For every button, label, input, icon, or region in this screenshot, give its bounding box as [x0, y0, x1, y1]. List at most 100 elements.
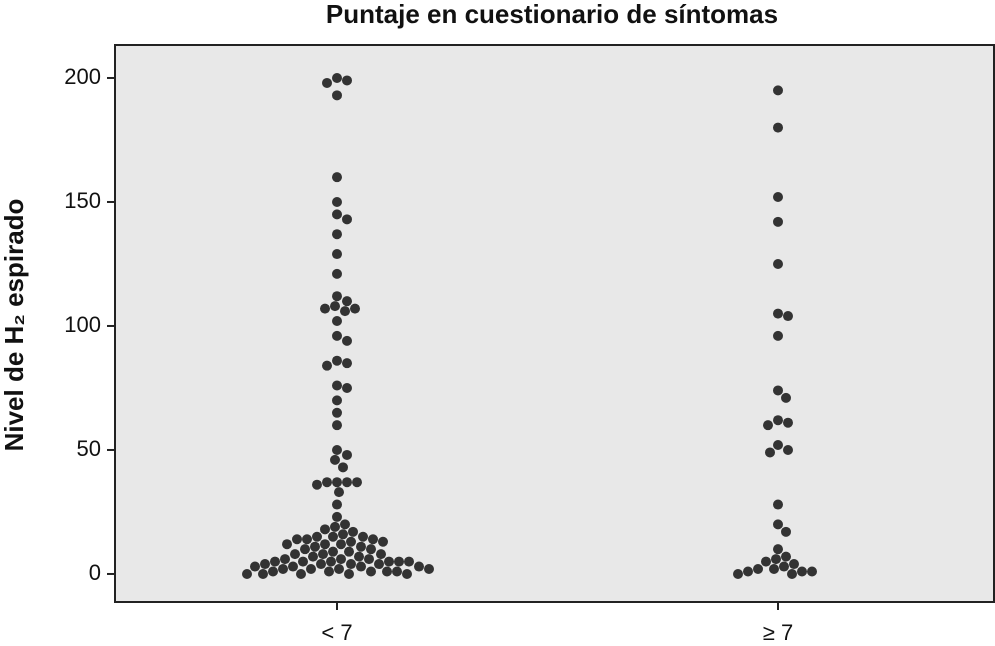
dot	[242, 568, 252, 579]
dot	[332, 477, 342, 488]
y-axis-label: Nivel de H₂ espirado	[0, 199, 29, 452]
y-tick-label: 200	[64, 64, 101, 89]
dot	[765, 447, 775, 458]
dot	[278, 564, 288, 575]
dot	[783, 311, 793, 322]
dot	[320, 539, 330, 550]
dot	[384, 556, 394, 567]
dot	[318, 549, 328, 560]
dot	[773, 499, 783, 510]
dot	[320, 303, 330, 314]
dot	[350, 303, 360, 314]
dot	[336, 554, 346, 565]
dot	[773, 415, 783, 426]
dot	[332, 229, 342, 240]
dot	[312, 479, 322, 490]
dot	[326, 556, 336, 567]
dot	[366, 544, 376, 555]
dot	[358, 531, 368, 542]
dot	[332, 380, 342, 391]
dot	[773, 385, 783, 396]
dot	[332, 355, 342, 366]
dot	[789, 559, 799, 570]
dot	[378, 536, 388, 547]
dot	[332, 330, 342, 341]
dot	[807, 566, 817, 577]
dot	[332, 196, 342, 207]
dot	[280, 554, 290, 565]
dot	[328, 546, 338, 557]
dot	[342, 75, 352, 86]
y-tick-label: 0	[89, 560, 101, 585]
dot	[322, 477, 332, 488]
dot	[376, 549, 386, 560]
dot	[368, 534, 378, 545]
y-tick-label: 150	[64, 188, 101, 213]
dot	[352, 477, 362, 488]
dot	[344, 568, 354, 579]
dot	[324, 566, 334, 577]
dot	[344, 546, 354, 557]
dot	[316, 559, 326, 570]
dot	[364, 554, 374, 565]
dot	[334, 487, 344, 498]
dot	[338, 529, 348, 540]
dot	[332, 172, 342, 183]
x-tick-label: ≥ 7	[763, 620, 793, 645]
x-tick-label: < 7	[321, 620, 352, 645]
dot	[773, 519, 783, 530]
dot	[773, 85, 783, 96]
dot	[332, 444, 342, 455]
dot	[743, 566, 753, 577]
dot	[781, 551, 791, 562]
y-tick-label: 100	[64, 312, 101, 337]
dot	[346, 559, 356, 570]
dot	[733, 568, 743, 579]
dot	[320, 524, 330, 535]
dot	[332, 316, 342, 327]
dot	[783, 417, 793, 428]
dot	[330, 301, 340, 312]
dot	[348, 526, 358, 537]
dot	[282, 539, 292, 550]
dot	[342, 382, 352, 393]
dot	[342, 335, 352, 346]
dot	[322, 360, 332, 371]
dot	[302, 534, 312, 545]
dot	[781, 526, 791, 537]
dot	[268, 566, 278, 577]
plot-area	[114, 44, 995, 603]
dot	[773, 192, 783, 203]
dot	[336, 539, 346, 550]
dot	[312, 531, 322, 542]
dot	[771, 554, 781, 565]
dot	[354, 551, 364, 562]
dot	[270, 556, 280, 567]
dot	[332, 395, 342, 406]
dot	[342, 214, 352, 225]
dot	[366, 566, 376, 577]
dot	[292, 534, 302, 545]
dot	[308, 551, 318, 562]
dot	[334, 564, 344, 575]
dot	[773, 544, 783, 555]
dot	[340, 306, 350, 317]
dot	[773, 258, 783, 269]
dot	[332, 511, 342, 522]
dot	[753, 564, 763, 575]
dot	[779, 561, 789, 572]
dot	[338, 462, 348, 473]
dot	[763, 420, 773, 431]
dot	[402, 568, 412, 579]
dot	[342, 358, 352, 369]
dot	[296, 568, 306, 579]
dot	[332, 209, 342, 220]
dot	[394, 556, 404, 567]
dot	[773, 308, 783, 319]
dot	[773, 122, 783, 133]
dot	[769, 564, 779, 575]
dot	[342, 296, 352, 307]
dot	[250, 561, 260, 572]
dot	[332, 499, 342, 510]
dot	[332, 72, 342, 83]
